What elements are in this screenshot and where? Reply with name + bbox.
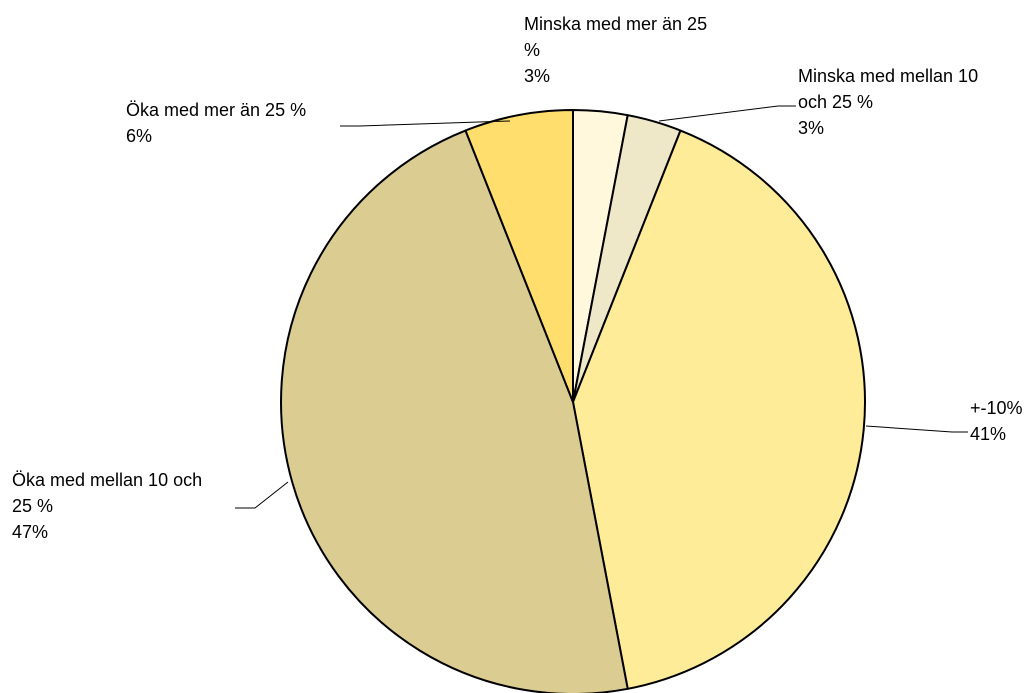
slice-value-label: 3% [798, 118, 824, 138]
slice-label-minska-med-mer-an-25-pct: Minska med mer än 25% 3% [524, 14, 707, 86]
slice-value-label: 6% [126, 126, 152, 146]
slice-value-label: 3% [524, 66, 550, 86]
pie-slice-oka-med-mellan-10-och-25-pct [280, 129, 629, 693]
slice-labels: Minska med mer än 25% 3% Minska med mellan… [12, 14, 1023, 542]
slice-category-label: Öka med mellan 10 och [12, 470, 202, 490]
slice-value-label: 47% [12, 522, 48, 542]
slice-label-plus-minus-10pct: +-10% 41% [970, 398, 1023, 444]
slice-category-label: +-10% [970, 398, 1023, 418]
slice-label-oka-med-mer-an-25-pct: Öka med mer än 25 % 6% [126, 100, 306, 146]
leader-line-minska-med-mellan-10-och-25-pct [658, 105, 796, 122]
leader-line-oka-med-mellan-10-och-25-pct [235, 481, 289, 509]
slice-category-label: 25 % [12, 496, 53, 516]
leader-line-plus-minus-10pct [865, 425, 968, 433]
pie-slices [280, 109, 866, 693]
pie-slice-oka-med-mer-an-25-pct [464, 109, 574, 403]
slice-label-minska-med-mellan-10-och-25-pct: Minska med mellan 10 och 25 % 3% [798, 66, 978, 138]
slice-label-oka-med-mellan-10-och-25-pct: Öka med mellan 10 och 25 % 47% [12, 470, 202, 542]
slice-category-label: Minska med mellan 10 [798, 66, 978, 86]
pie-slice-plus-minus-10pct [572, 129, 866, 690]
slice-category-label: % [524, 40, 540, 60]
slice-category-label: Öka med mer än 25 % [126, 100, 306, 120]
slice-value-label: 41% [970, 424, 1006, 444]
slice-category-label: Minska med mer än 25 [524, 14, 707, 34]
slice-category-label: och 25 % [798, 92, 873, 112]
leader-lines [235, 105, 968, 509]
leader-line-oka-med-mer-an-25-pct [340, 120, 511, 127]
